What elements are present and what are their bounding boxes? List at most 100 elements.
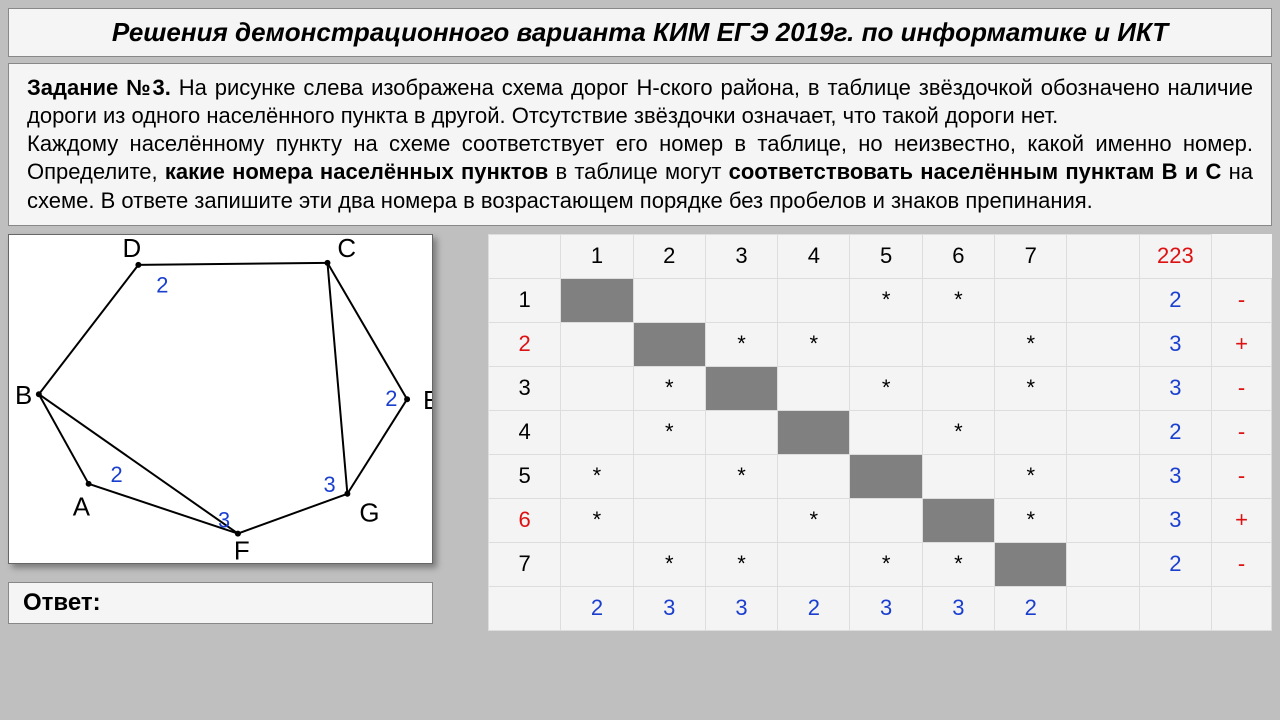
- table-gap-cell: [1067, 454, 1139, 498]
- graph-node-label: B: [15, 382, 32, 410]
- graph-node: [344, 491, 350, 497]
- table-gap-cell: [1067, 542, 1139, 586]
- row-number: 1: [489, 278, 561, 322]
- row-sum: 2: [1139, 410, 1211, 454]
- table-cell: *: [995, 454, 1067, 498]
- task-p2d: соответствовать населённым пунктам B и C: [729, 159, 1222, 184]
- table-cell: [922, 454, 994, 498]
- left-column: A2BD2CE2G3F3 Ответ:: [8, 234, 448, 631]
- task-label: Задание №3.: [27, 75, 171, 100]
- table-cell: [561, 278, 633, 322]
- graph-node: [324, 260, 330, 266]
- table-cell: [850, 454, 922, 498]
- table-gap-cell: [1067, 322, 1139, 366]
- table-cell: *: [922, 542, 994, 586]
- table-cell: *: [705, 322, 777, 366]
- table-cell: [705, 366, 777, 410]
- graph-svg: A2BD2CE2G3F3: [9, 235, 432, 563]
- footer-blank: [489, 586, 561, 630]
- graph-node: [404, 396, 410, 402]
- row-number: 6: [489, 498, 561, 542]
- table-cell: [778, 542, 850, 586]
- col-sum: 2: [995, 586, 1067, 630]
- table-row: 5***3-: [489, 454, 1272, 498]
- table-cell: *: [922, 410, 994, 454]
- graph-degree-label: 3: [218, 507, 230, 532]
- footer-blank: [1139, 586, 1211, 630]
- table-col-header: 1: [561, 234, 633, 278]
- table-cell: [705, 498, 777, 542]
- table-cell: [778, 366, 850, 410]
- row-sum: 3: [1139, 366, 1211, 410]
- table-cell: [633, 498, 705, 542]
- task-text: Задание №3. На рисунке слева изображена …: [8, 63, 1272, 226]
- table-cell: [995, 542, 1067, 586]
- table-col-header: 6: [922, 234, 994, 278]
- table-gap-cell: [1067, 366, 1139, 410]
- table-cell: *: [778, 322, 850, 366]
- graph-node-label: A: [73, 493, 91, 521]
- table-cell: [633, 278, 705, 322]
- task-p2c: в таблице могут: [548, 159, 728, 184]
- table-wrap: 1234567223 1**2-2***3+3***3-4**2-5***3-6…: [488, 234, 1272, 631]
- row-mark: +: [1212, 322, 1272, 366]
- row-sum: 3: [1139, 498, 1211, 542]
- table-gap-cell: [1067, 278, 1139, 322]
- table-cell: [561, 410, 633, 454]
- table-cell: [922, 322, 994, 366]
- graph-degree-label: 2: [156, 273, 168, 298]
- table-body: 1**2-2***3+3***3-4**2-5***3-6***3+7****2…: [489, 278, 1272, 586]
- graph-edge: [138, 263, 327, 265]
- table-cell: *: [561, 498, 633, 542]
- row-mark: -: [1212, 410, 1272, 454]
- graph-edge: [347, 399, 407, 494]
- table-row: 4**2-: [489, 410, 1272, 454]
- row-number: 5: [489, 454, 561, 498]
- page-frame: Решения демонстрационного варианта КИМ Е…: [0, 0, 1280, 720]
- table-cell: *: [561, 454, 633, 498]
- table-cell: [705, 410, 777, 454]
- row-mark: -: [1212, 366, 1272, 410]
- table-cell: *: [850, 542, 922, 586]
- row-number: 4: [489, 410, 561, 454]
- table-footer-row: 2332332: [489, 586, 1272, 630]
- graph-edge: [89, 484, 238, 534]
- table-cell: [922, 498, 994, 542]
- footer-blank: [1212, 586, 1272, 630]
- col-sum: 3: [705, 586, 777, 630]
- col-sum: 2: [778, 586, 850, 630]
- table-cell: *: [705, 542, 777, 586]
- table-cell: [995, 410, 1067, 454]
- graph-edge: [238, 494, 347, 534]
- table-col-header: 5: [850, 234, 922, 278]
- table-cell: [561, 366, 633, 410]
- task-p2b: какие номера населённых пунктов: [165, 159, 548, 184]
- row-mark: +: [1212, 498, 1272, 542]
- graph-degree-label: 3: [324, 472, 336, 497]
- table-gap-cell: [1067, 498, 1139, 542]
- graph-node: [235, 530, 241, 536]
- table-col-header: 7: [995, 234, 1067, 278]
- row-sum: 2: [1139, 278, 1211, 322]
- row-number: 2: [489, 322, 561, 366]
- graph-edge: [327, 263, 407, 399]
- col-sum: 3: [922, 586, 994, 630]
- col-sum: 3: [633, 586, 705, 630]
- graph-node-label: D: [122, 235, 141, 263]
- table-col-header: [1067, 234, 1139, 278]
- row-mark: -: [1212, 542, 1272, 586]
- table-col-header: 223: [1139, 234, 1211, 278]
- graph-degree-label: 2: [385, 386, 397, 411]
- graph-node-label: G: [359, 499, 379, 527]
- row-number: 7: [489, 542, 561, 586]
- table-row: 3***3-: [489, 366, 1272, 410]
- row-mark: -: [1212, 278, 1272, 322]
- graph-node: [86, 481, 92, 487]
- graph-degree-label: 2: [111, 462, 123, 487]
- table-cell: *: [633, 542, 705, 586]
- row-number: 3: [489, 366, 561, 410]
- table-cell: *: [922, 278, 994, 322]
- row-sum: 2: [1139, 542, 1211, 586]
- graph-node-label: E: [423, 387, 432, 415]
- graph-node-label: F: [234, 537, 250, 563]
